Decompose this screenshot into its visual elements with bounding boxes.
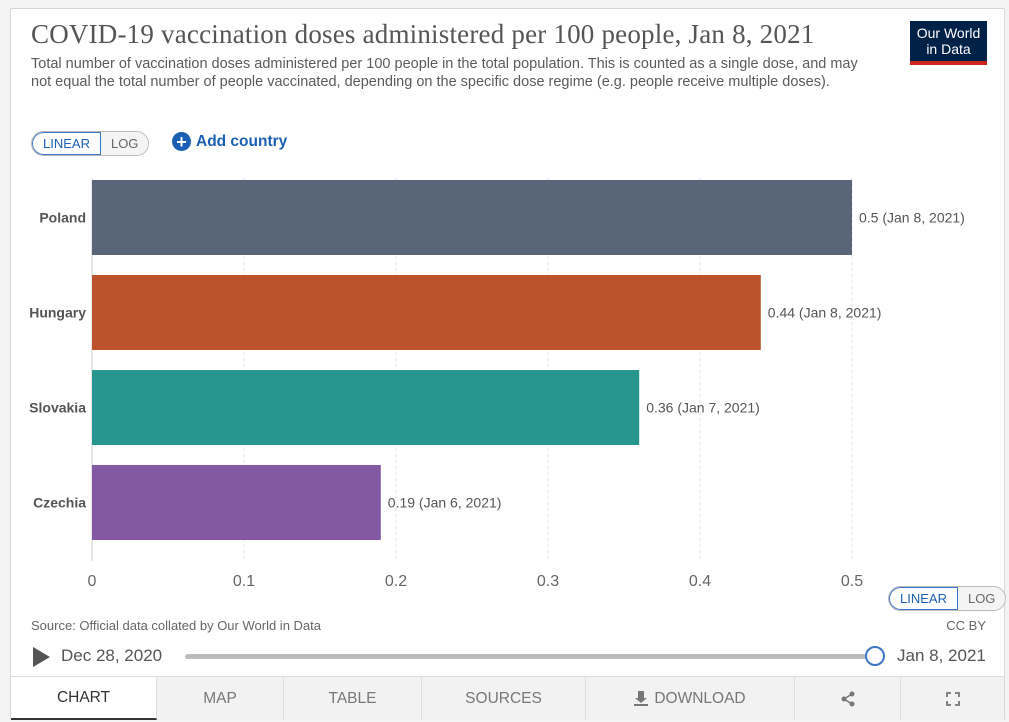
category-label-poland: Poland [39, 210, 86, 226]
bar-czechia[interactable] [92, 465, 381, 540]
tab-fullscreen[interactable] [901, 677, 1004, 720]
fullscreen-icon [945, 691, 960, 706]
tab-chart-label: CHART [56, 688, 111, 706]
timeline-handle[interactable] [865, 646, 885, 666]
tab-table[interactable]: TABLE [284, 677, 422, 720]
bar-poland[interactable] [92, 180, 852, 255]
logo-line-1: Our World [916, 25, 981, 41]
log-scale-button[interactable]: LOG [100, 132, 149, 155]
timeline-start-date[interactable]: Dec 28, 2020 [61, 646, 163, 665]
x-tick-label: 0.2 [385, 573, 407, 590]
category-label-hungary: Hungary [29, 305, 86, 321]
tab-sources[interactable]: SOURCES [422, 677, 586, 720]
source-note: Source: Official data collated by Our Wo… [31, 618, 321, 633]
tab-sources-label: SOURCES [465, 689, 542, 707]
owid-logo[interactable]: Our World in Data [910, 21, 987, 65]
tab-map[interactable]: MAP [157, 677, 284, 720]
add-country-button[interactable]: + Add country [172, 132, 287, 151]
value-label-czechia: 0.19 (Jan 6, 2021) [388, 495, 502, 511]
linear-scale-button[interactable]: LINEAR [32, 132, 101, 155]
tab-download[interactable]: DOWNLOAD [586, 677, 795, 720]
x-tick-label: 0.1 [233, 573, 255, 590]
x-tick-label: 0.3 [537, 573, 559, 590]
bars [92, 180, 852, 540]
chart-subtitle: Total number of vaccination doses admini… [31, 56, 858, 90]
x-tick-label: 0.4 [689, 573, 711, 590]
license-link[interactable]: CC BY [946, 618, 986, 633]
chart-title: COVID-19 vaccination doses administered … [31, 19, 815, 49]
scale-toggle-bottom: LINEAR LOG [888, 586, 1007, 611]
category-label-czechia: Czechia [33, 495, 86, 511]
scale-toggle-top: LINEAR LOG [31, 131, 150, 156]
labels: 0 0.1 0.2 0.3 0.4 0.5 Poland 0.5 (Jan 8, 2021) H… [29, 210, 965, 591]
chart-frame: COVID-19 vaccination doses administered … [10, 8, 1007, 720]
value-label-poland: 0.5 (Jan 8, 2021) [859, 210, 965, 226]
tab-bar: CHART MAP TABLE SOURCES DOWNLOAD [11, 676, 1004, 720]
value-label-slovakia: 0.36 (Jan 7, 2021) [646, 400, 760, 416]
timeline-track[interactable] [185, 654, 877, 659]
add-country-label: Add country [196, 132, 288, 150]
timeline: Dec 28, 2020 Jan 8, 2021 [31, 644, 991, 670]
x-tick-label: 0 [88, 573, 97, 590]
bar-chart: 0 0.1 0.2 0.3 0.4 0.5 Poland 0.5 (Jan 8, 2021) H… [29, 178, 965, 591]
tab-chart[interactable]: CHART [11, 677, 157, 720]
share-icon [841, 691, 854, 706]
bar-hungary[interactable] [92, 275, 761, 350]
tab-table-label: TABLE [328, 689, 377, 707]
linear-scale-button-bottom[interactable]: LINEAR [889, 587, 958, 610]
timeline-end-date[interactable]: Jan 8, 2021 [897, 646, 986, 665]
category-label-slovakia: Slovakia [29, 400, 86, 416]
value-label-hungary: 0.44 (Jan 8, 2021) [768, 305, 882, 321]
play-icon[interactable] [33, 647, 50, 667]
tab-share[interactable] [795, 677, 901, 720]
tab-map-label: MAP [203, 689, 237, 707]
x-tick-label: 0.5 [841, 573, 863, 590]
bar-slovakia[interactable] [92, 370, 640, 445]
plus-icon: + [172, 132, 191, 151]
log-scale-button-bottom[interactable]: LOG [957, 587, 1006, 610]
tab-download-label: DOWNLOAD [654, 689, 746, 707]
logo-line-2: in Data [926, 41, 971, 57]
download-icon [634, 691, 649, 706]
